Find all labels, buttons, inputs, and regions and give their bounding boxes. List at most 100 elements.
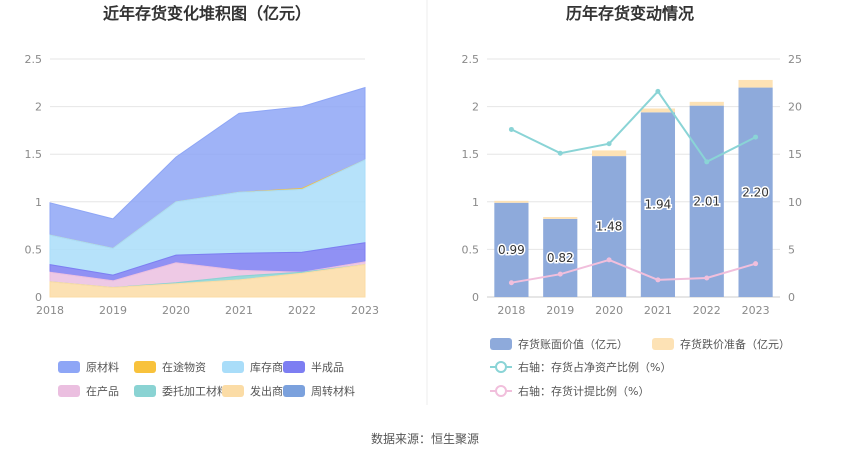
line-point (753, 134, 759, 140)
legend-label: 右轴：存货占净资产比例（%） (518, 360, 671, 374)
left-y-tick-label: 0 (35, 291, 42, 304)
bar-data-label: 1.48 (596, 220, 623, 234)
stacked-area-chart: 近年存货变化堆积图（亿元） 00.511.522.5 2018 2019 2020 2… (25, 4, 380, 398)
left-y-axis-ticks: 0 0.5 1 1.5 2 2.5 (25, 53, 43, 304)
bar-data-label: 1.94 (645, 198, 672, 212)
left-x-tick-label: 2023 (351, 304, 379, 317)
right-x-tick-label: 2021 (644, 304, 672, 317)
bar-impairment-reserve (689, 101, 724, 106)
right-y2-tick-label: 25 (788, 53, 802, 66)
left-x-tick-label: 2018 (36, 304, 64, 317)
legend-label: 存货跌价准备（亿元） (680, 337, 790, 351)
left-x-tick-label: 2022 (288, 304, 316, 317)
right-chart-title: 历年存货变动情况 (566, 4, 694, 23)
line-point (606, 257, 612, 263)
right-y2-tick-label: 15 (788, 148, 802, 161)
line-series-右轴：存货占净资产比例（%） (510, 89, 757, 164)
bar-book-value (640, 112, 676, 297)
legend-swatch (652, 338, 674, 350)
line-point (557, 150, 563, 156)
right-x-tick-label: 2023 (742, 304, 770, 317)
left-x-tick-label: 2019 (99, 304, 127, 317)
legend-swatch (283, 385, 305, 397)
legend-swatch (58, 361, 80, 373)
bar-data-label: 0.82 (547, 251, 574, 265)
right-gridlines (487, 58, 780, 298)
line-point (606, 141, 612, 147)
left-x-tick-label: 2021 (225, 304, 253, 317)
right-bar-series: 0.99 0.82 1.48 1.94 2.01 2.20 (494, 79, 773, 297)
legend-swatch (134, 361, 156, 373)
legend-swatch (283, 361, 305, 373)
legend-label: 周转材料 (311, 384, 355, 398)
right-y2-tick-label: 20 (788, 101, 802, 114)
legend-swatch (490, 338, 512, 350)
line-series-右轴：存货计提比例（%） (511, 258, 756, 284)
legend-label: 发出商品 (250, 384, 294, 398)
legend-swatch (222, 361, 244, 373)
bar-line-combo-chart: 历年存货变动情况 0.99 0.82 1.48 1.94 2.01 2.20 0 0.5 1 1… (462, 4, 803, 398)
left-x-tick-label: 2020 (162, 304, 190, 317)
bar-impairment-reserve (640, 108, 676, 113)
bar-impairment-reserve (738, 79, 773, 88)
bar-impairment-reserve (591, 150, 627, 157)
right-y-tick-label: 2.5 (462, 53, 480, 66)
legend-label: 在途物资 (162, 360, 206, 374)
right-x-tick-label: 2020 (595, 304, 623, 317)
line-point (655, 88, 661, 94)
left-x-axis-ticks: 2018 2019 2020 2021 2022 2023 (36, 304, 379, 317)
legend-swatch (222, 385, 244, 397)
right-y2-tick-label: 10 (788, 196, 802, 209)
legend-marker (495, 361, 507, 373)
bar-impairment-reserve (543, 217, 578, 219)
left-area-series (49, 86, 366, 298)
legend-swatch (58, 385, 80, 397)
right-x-tick-label: 2022 (693, 304, 721, 317)
right-x-axis-ticks: 2018 2019 2020 2021 2022 2023 (497, 304, 769, 317)
line-point (704, 159, 710, 165)
line-point (508, 280, 514, 286)
legend-swatch (134, 385, 156, 397)
bar-data-label: 2.01 (693, 194, 720, 208)
right-legend: 存货账面价值（亿元） 存货跌价准备（亿元） 右轴：存货占净资产比例（%） 右轴：存货计… (490, 337, 790, 398)
line-point (655, 277, 661, 283)
area-series-发出商品 (49, 264, 366, 298)
right-y-tick-label: 1 (472, 196, 479, 209)
left-chart-title: 近年存货变化堆积图（亿元） (103, 4, 311, 23)
data-source-footer: 数据来源：恒生聚源 (371, 431, 479, 446)
legend-marker (495, 385, 507, 397)
right-y-tick-label: 2 (472, 101, 479, 114)
right-y2-tick-label: 0 (788, 291, 795, 304)
bar-book-value (543, 218, 578, 297)
right-left-y-axis-ticks: 0 0.5 1 1.5 2 2.5 (462, 53, 480, 304)
line-point (557, 271, 563, 277)
right-right-y-axis-ticks: 0 5 10 15 20 25 (788, 53, 802, 304)
right-y2-tick-label: 5 (788, 243, 795, 256)
legend-label: 原材料 (86, 360, 119, 374)
bar-book-value (689, 105, 724, 297)
right-line-series (508, 88, 759, 286)
left-y-tick-label: 0.5 (25, 243, 43, 256)
right-x-tick-label: 2019 (546, 304, 574, 317)
legend-label: 右轴：存货计提比例（%） (518, 384, 649, 398)
right-y-tick-label: 0.5 (462, 243, 480, 256)
legend-label: 库存商品 (250, 360, 294, 374)
legend-label: 在产品 (86, 384, 119, 398)
line-point (508, 126, 514, 132)
bar-impairment-reserve (494, 200, 529, 203)
right-y-tick-label: 0 (472, 291, 479, 304)
left-y-tick-label: 2.5 (25, 53, 43, 66)
legend-label: 存货账面价值（亿元） (518, 337, 628, 351)
line-point (704, 275, 710, 281)
left-y-tick-label: 1.5 (25, 148, 43, 161)
line-point (753, 261, 759, 267)
left-y-tick-label: 1 (35, 196, 42, 209)
bar-data-label: 2.20 (742, 185, 769, 199)
right-x-tick-label: 2018 (497, 304, 525, 317)
legend-label: 半成品 (311, 360, 344, 374)
legend-label: 委托加工材料 (162, 384, 228, 398)
left-y-tick-label: 2 (35, 101, 42, 114)
bar-book-value (591, 156, 627, 297)
